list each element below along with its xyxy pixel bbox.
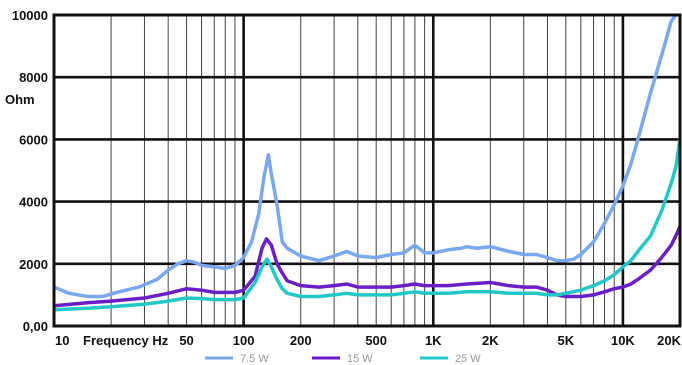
grid	[54, 15, 680, 326]
x-tick-label: 200	[290, 333, 312, 348]
legend-label: 15 W	[347, 353, 373, 365]
legend-label: 7.5 W	[240, 353, 269, 365]
series-layer	[54, 13, 680, 312]
x-tick-label: 100	[233, 333, 255, 348]
plot-frame	[52, 13, 682, 328]
series-line	[54, 224, 680, 308]
x-axis-label: Frequency Hz	[83, 333, 169, 348]
x-tick-label: 20K	[657, 333, 681, 348]
x-tick-label: 10	[55, 333, 69, 348]
y-tick-label: 0,00	[23, 319, 48, 334]
x-tick-labels: 10 50 100 200 500 1K 2K 5K 10K 20K	[55, 333, 682, 348]
series-line	[54, 13, 678, 299]
x-tick-label: 50	[179, 333, 193, 348]
y-tick-label: 8000	[19, 70, 48, 85]
y-tick-labels: 0,00 2000 4000 6000 8000 10000	[12, 8, 48, 334]
y-tick-label: 6000	[19, 132, 48, 147]
x-tick-label: 500	[365, 333, 387, 348]
x-tick-label: 1K	[425, 333, 442, 348]
legend: 7.5 W 15 W 25 W	[205, 353, 481, 365]
y-tick-label: 2000	[19, 257, 48, 272]
x-tick-label: 5K	[558, 333, 575, 348]
legend-label: 25 W	[455, 353, 481, 365]
x-tick-label: 2K	[482, 333, 499, 348]
y-tick-label: 10000	[12, 8, 48, 23]
x-tick-label: 10K	[611, 333, 635, 348]
y-axis-unit-label: Ohm	[5, 92, 35, 107]
series-line	[54, 137, 680, 312]
y-tick-label: 4000	[19, 195, 48, 210]
